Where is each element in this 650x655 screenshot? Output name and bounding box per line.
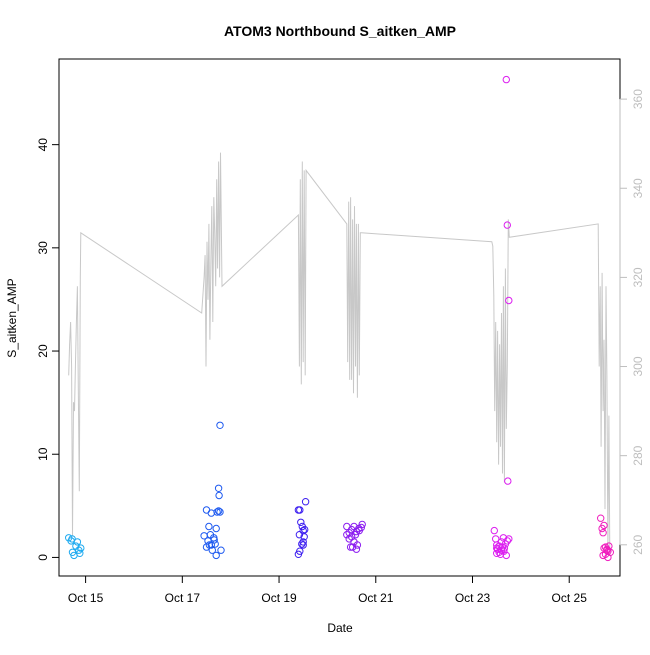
data-point	[300, 533, 308, 541]
data-point	[207, 509, 216, 517]
data-point	[505, 296, 513, 305]
data-point	[212, 524, 220, 533]
data-point	[355, 526, 363, 535]
data-point	[490, 526, 498, 535]
y-tick-label: 40	[36, 138, 50, 152]
data-point	[299, 538, 307, 546]
data-point	[505, 535, 513, 543]
x-tick-label: Oct 17	[165, 591, 201, 605]
y2-tick-label: 260	[631, 534, 645, 554]
data-point	[217, 546, 225, 554]
data-point	[599, 529, 607, 537]
data-point	[214, 484, 223, 492]
y-axis-label: S_aitken_AMP	[5, 278, 19, 357]
x-tick-label: Oct 25	[552, 591, 588, 605]
y2-tick-label: 340	[631, 178, 645, 198]
x-tick-label: Oct 21	[358, 591, 394, 605]
y-tick-label: 20	[36, 344, 50, 358]
data-point	[76, 549, 84, 557]
data-point	[212, 551, 220, 560]
data-point	[502, 551, 510, 560]
data-point	[205, 522, 213, 531]
secondary-line-layer	[68, 152, 611, 554]
data-point	[294, 550, 303, 558]
y2-tick-label: 360	[631, 89, 645, 109]
data-point	[298, 540, 306, 548]
y-tick-label: 30	[36, 241, 50, 255]
data-point	[347, 533, 356, 541]
data-point	[503, 221, 511, 229]
data-point	[499, 534, 508, 542]
x-axis: Oct 15 Oct 17 Oct 19 Oct 21 Oct 23 Oct 25	[68, 575, 588, 605]
data-point	[493, 544, 501, 552]
data-point	[600, 521, 608, 530]
data-point	[297, 518, 305, 526]
data-point	[301, 498, 310, 506]
data-point	[295, 531, 304, 539]
y2-tick-label: 280	[631, 445, 645, 465]
series-line	[68, 152, 611, 554]
data-point	[343, 531, 351, 539]
data-point	[597, 514, 605, 522]
data-point	[216, 508, 224, 516]
data-point	[358, 520, 366, 529]
scatter-points-layer	[65, 75, 614, 562]
x-axis-label: Date	[327, 621, 353, 635]
data-point	[353, 541, 362, 549]
data-point	[604, 553, 612, 562]
chart-title: ATOM3 Northbound S_aitken_AMP	[224, 23, 456, 39]
data-point	[200, 532, 208, 540]
data-point	[215, 491, 223, 500]
data-point	[77, 544, 85, 552]
data-point	[216, 421, 224, 429]
plot-frame	[58, 58, 621, 577]
data-point	[345, 535, 353, 543]
data-point	[352, 545, 361, 553]
data-point	[351, 531, 360, 539]
y-tick-label: 10	[36, 447, 50, 461]
data-point	[68, 535, 76, 543]
y-axis-right: 260 280 300 320 340 360	[619, 89, 645, 555]
data-point	[348, 543, 357, 551]
y-tick-label: 0	[36, 554, 50, 561]
x-tick-label: Oct 15	[68, 591, 104, 605]
data-point	[296, 506, 304, 514]
y2-tick-label: 300	[631, 356, 645, 376]
x-tick-label: Oct 23	[455, 591, 491, 605]
data-point	[75, 546, 83, 554]
data-point	[500, 544, 509, 552]
data-point	[210, 536, 218, 544]
data-point	[603, 546, 611, 554]
x-tick-label: Oct 19	[261, 591, 297, 605]
y2-tick-label: 320	[631, 267, 645, 287]
data-point	[504, 477, 512, 485]
data-point	[205, 541, 214, 549]
data-point	[502, 75, 510, 84]
data-point	[299, 541, 307, 549]
data-point	[214, 507, 223, 515]
data-point	[301, 525, 309, 534]
y-axis-left: 0 10 20 30 40	[36, 138, 60, 561]
